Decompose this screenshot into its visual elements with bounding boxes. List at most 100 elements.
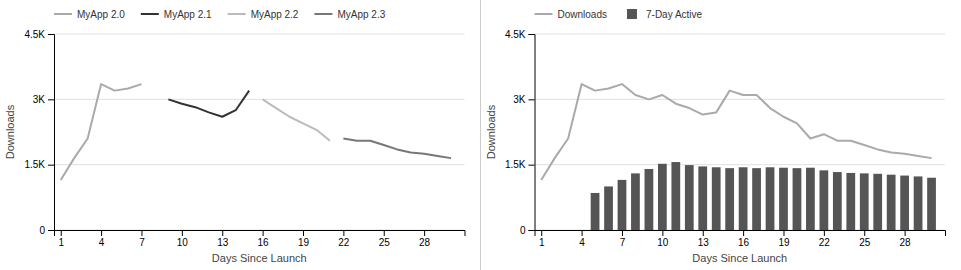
y-tick-label: 4.5K	[24, 29, 45, 40]
x-tick-label: 22	[338, 237, 350, 248]
x-tick: 16	[258, 230, 270, 248]
grid	[535, 34, 946, 230]
x-tick-label: 22	[819, 237, 831, 248]
x-tick-label: 4	[579, 237, 585, 248]
legend-label: MyApp 2.2	[251, 9, 299, 20]
x-tick: 22	[338, 230, 350, 248]
bar	[631, 173, 640, 230]
bar	[658, 164, 667, 230]
x-tick-mark	[743, 230, 744, 236]
line	[61, 84, 142, 180]
bar	[766, 167, 775, 230]
legend-item: Downloads	[535, 9, 607, 20]
bar	[833, 172, 842, 230]
grid	[54, 34, 465, 230]
bar	[671, 162, 680, 230]
x-tick-mark	[263, 230, 264, 236]
y-tick-mark	[529, 34, 535, 35]
bar	[752, 168, 761, 230]
bar	[739, 167, 748, 230]
x-tick-label: 1	[58, 237, 64, 248]
panel: 1471013161922252801.5K3K4.5KDays Since L…	[4, 9, 465, 265]
y-tick-label: 0	[520, 225, 526, 236]
x-tick: 4	[579, 230, 585, 248]
y-tick-label: 1.5K	[24, 159, 45, 170]
x-tick: 13	[217, 230, 229, 248]
x-axis-line	[55, 231, 466, 237]
x-tick-mark	[864, 230, 865, 236]
x-tick-label: 25	[859, 237, 871, 248]
x-tick-mark	[783, 230, 784, 236]
legend-swatch	[535, 13, 553, 15]
y-tick: 0	[39, 225, 54, 236]
x-tick: 1	[539, 230, 545, 248]
grid-line	[535, 99, 946, 100]
bar	[873, 174, 882, 230]
bar	[618, 180, 627, 230]
grid-line	[535, 164, 946, 165]
bar	[725, 168, 734, 230]
y-tick-mark	[48, 230, 54, 231]
y-tick-mark	[48, 34, 54, 35]
y-tick: 3K	[513, 94, 534, 105]
x-tick-mark	[343, 230, 344, 236]
panel: 1471013161922252801.5K3K4.5KDays Since L…	[485, 9, 946, 265]
y-axis: 0 1.5K 3K 4.5K	[505, 29, 535, 236]
legend-swatch	[54, 13, 72, 15]
x-tick: 22	[819, 230, 831, 248]
y-tick-label: 4.5K	[505, 29, 526, 40]
bar	[927, 178, 936, 230]
x-tick-mark	[303, 230, 304, 236]
bar	[645, 169, 654, 230]
y-tick-mark	[48, 165, 54, 166]
bar	[914, 176, 923, 230]
x-tick-mark	[824, 230, 825, 236]
x-tick: 10	[177, 230, 189, 248]
x-axis: 14710131619222528	[535, 230, 946, 248]
legend-label: MyApp 2.0	[77, 9, 125, 20]
bar	[793, 168, 802, 230]
bar	[779, 168, 788, 230]
x-tick-mark	[61, 230, 62, 236]
x-axis-line	[535, 231, 946, 237]
x-tick-label: 13	[698, 237, 710, 248]
x-tick: 25	[379, 230, 391, 248]
y-tick-mark	[48, 99, 54, 100]
legend-item: MyApp 2.1	[141, 9, 212, 20]
x-tick-label: 28	[419, 237, 431, 248]
x-tick-mark	[424, 230, 425, 236]
legend-swatch	[228, 13, 246, 15]
x-tick-label: 1	[539, 237, 545, 248]
x-tick-label: 19	[298, 237, 310, 248]
legend-item: MyApp 2.0	[54, 9, 125, 20]
bar	[685, 165, 694, 230]
legend-swatch	[141, 13, 159, 15]
x-tick-label: 4	[99, 237, 105, 248]
y-tick: 1.5K	[505, 159, 535, 170]
x-tick-mark	[384, 230, 385, 236]
x-tick-mark	[622, 230, 623, 236]
bar	[846, 173, 855, 230]
x-tick-mark	[101, 230, 102, 236]
bar	[712, 167, 721, 230]
y-axis-line	[48, 35, 55, 231]
legend: MyApp 2.0 MyApp 2.1 MyApp 2.2 MyApp 2.3	[54, 9, 386, 20]
y-tick-label: 1.5K	[505, 159, 526, 170]
panel-divider	[480, 0, 481, 270]
bar-series	[591, 162, 936, 230]
y-tick-mark	[529, 99, 535, 100]
y-tick: 4.5K	[505, 29, 535, 40]
y-tick: 1.5K	[24, 159, 54, 170]
legend-swatch	[314, 13, 332, 15]
grid-line	[535, 34, 946, 35]
marks	[541, 84, 936, 230]
bar	[806, 168, 815, 230]
chart-svg: 1471013161922252801.5K3K4.5KDays Since L…	[0, 0, 961, 270]
y-tick-mark	[529, 230, 535, 231]
y-tick: 4.5K	[24, 29, 54, 40]
legend-item: MyApp 2.3	[314, 9, 385, 20]
x-tick: 25	[859, 230, 871, 248]
x-tick: 16	[738, 230, 750, 248]
x-tick-mark	[582, 230, 583, 236]
x-tick-mark	[222, 230, 223, 236]
